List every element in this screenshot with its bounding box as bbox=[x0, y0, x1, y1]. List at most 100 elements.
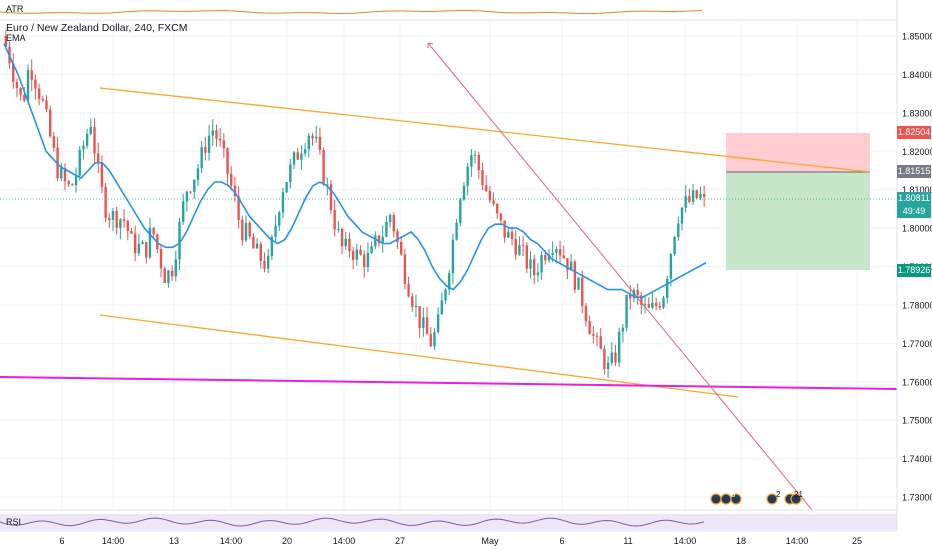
candle-body bbox=[181, 201, 185, 222]
event-markers[interactable] bbox=[710, 493, 802, 505]
candle-body bbox=[669, 254, 673, 279]
candle-body bbox=[130, 231, 133, 234]
candle-body bbox=[399, 241, 403, 255]
candle-body bbox=[603, 348, 606, 369]
symbol-title[interactable]: Euro / New Zealand Dollar, 240, FXCM bbox=[6, 22, 188, 34]
candle-body bbox=[12, 63, 15, 82]
candle-body bbox=[392, 215, 395, 232]
candle-body bbox=[30, 70, 33, 80]
candle-body bbox=[85, 133, 89, 146]
candle-body bbox=[315, 136, 318, 139]
candle-body bbox=[207, 135, 211, 153]
y-tick-label: 1.73000 bbox=[902, 493, 932, 503]
candle-body bbox=[477, 154, 480, 170]
upper-channel-line[interactable] bbox=[99, 87, 871, 173]
candle-body bbox=[52, 136, 56, 148]
y-tick-label: 1.80000 bbox=[902, 224, 932, 234]
candle-body bbox=[19, 88, 22, 95]
candle-body bbox=[89, 127, 93, 134]
x-tick-label: 25 bbox=[852, 536, 862, 546]
downtrend-line[interactable] bbox=[427, 42, 813, 511]
rsi-label[interactable]: RSI bbox=[6, 517, 22, 527]
candle-body bbox=[340, 229, 344, 247]
candle-body bbox=[499, 213, 503, 221]
candle-body bbox=[82, 145, 85, 150]
candle-body bbox=[255, 243, 259, 249]
y-tick-label: 1.82000 bbox=[902, 147, 932, 157]
candle-body bbox=[529, 259, 532, 269]
candle-body bbox=[680, 207, 684, 224]
candle-body bbox=[599, 336, 602, 349]
candle-body bbox=[222, 140, 226, 149]
ema-label[interactable]: EMA bbox=[6, 33, 26, 43]
candle-body bbox=[422, 317, 425, 329]
candle-body bbox=[122, 219, 126, 221]
event-avatar-icon[interactable] bbox=[766, 493, 778, 505]
candle-body bbox=[344, 238, 347, 247]
candle-body bbox=[488, 190, 492, 201]
candle-body bbox=[558, 249, 562, 256]
candle-body bbox=[418, 305, 421, 329]
candle-body bbox=[610, 352, 613, 363]
stop-loss-zone[interactable] bbox=[726, 133, 870, 172]
candle-body bbox=[566, 258, 569, 271]
event-avatar-icon[interactable] bbox=[730, 493, 742, 505]
candle-body bbox=[67, 181, 70, 185]
candle-body bbox=[510, 231, 514, 239]
candle-body bbox=[544, 255, 547, 261]
event-count: 21 bbox=[794, 490, 803, 499]
event-avatar-icon[interactable] bbox=[720, 493, 732, 505]
candle-body bbox=[525, 245, 529, 269]
candle-body bbox=[518, 245, 521, 255]
candle-body bbox=[204, 147, 207, 153]
candle-body bbox=[636, 290, 639, 296]
atr-label: ATR bbox=[6, 4, 24, 14]
candle-body bbox=[695, 190, 698, 199]
candle-body bbox=[617, 331, 621, 363]
candle-body bbox=[78, 149, 81, 176]
take-profit-zone[interactable] bbox=[726, 172, 870, 270]
candle-body bbox=[148, 227, 152, 258]
event-avatar-icon[interactable] bbox=[710, 493, 722, 505]
candle-body bbox=[366, 252, 370, 268]
x-tick-label: 14:00 bbox=[333, 536, 356, 546]
candle-body bbox=[100, 162, 104, 187]
candle-body bbox=[396, 231, 399, 242]
lower-channel-line[interactable] bbox=[99, 314, 739, 398]
x-tick-label: 14:00 bbox=[220, 536, 243, 546]
stop-loss-price-tag: 1.82504 bbox=[897, 126, 931, 139]
candle-body bbox=[237, 196, 240, 220]
candle-body bbox=[555, 249, 558, 253]
candle-body bbox=[141, 241, 144, 244]
candle-body bbox=[300, 153, 303, 160]
x-tick-label: 27 bbox=[395, 536, 405, 546]
candle-body bbox=[540, 255, 543, 273]
candle-body bbox=[248, 222, 251, 237]
y-tick-label: 1.81000 bbox=[902, 185, 932, 195]
candle-body bbox=[281, 192, 285, 213]
x-tick-label: 11 bbox=[623, 536, 632, 546]
candle-body bbox=[536, 272, 540, 276]
candle-body bbox=[388, 215, 392, 223]
candle-body bbox=[311, 135, 314, 139]
time-axis[interactable]: 6 14:00 13 14:00 20 14:00 27 May 6 11 14:00 18 14:00… bbox=[59, 536, 862, 546]
candle-body bbox=[351, 251, 355, 260]
candle-body bbox=[34, 79, 37, 89]
support-line[interactable] bbox=[0, 376, 898, 390]
candle-body bbox=[355, 249, 359, 260]
event-count: 2 bbox=[776, 490, 781, 499]
candle-body bbox=[481, 169, 484, 186]
candle-body bbox=[111, 211, 115, 220]
x-tick-label: 6 bbox=[59, 536, 64, 546]
candle-body bbox=[492, 200, 495, 204]
candle-body bbox=[625, 294, 628, 328]
candle-body bbox=[440, 300, 444, 315]
event-avatar-icon[interactable] bbox=[790, 493, 802, 505]
candle-body bbox=[159, 249, 163, 269]
candle-body bbox=[573, 261, 577, 290]
candle-body bbox=[407, 283, 410, 297]
candle-body bbox=[270, 236, 274, 256]
y-tick-label: 1.74000 bbox=[902, 454, 932, 464]
y-tick-label: 1.78000 bbox=[902, 300, 932, 310]
